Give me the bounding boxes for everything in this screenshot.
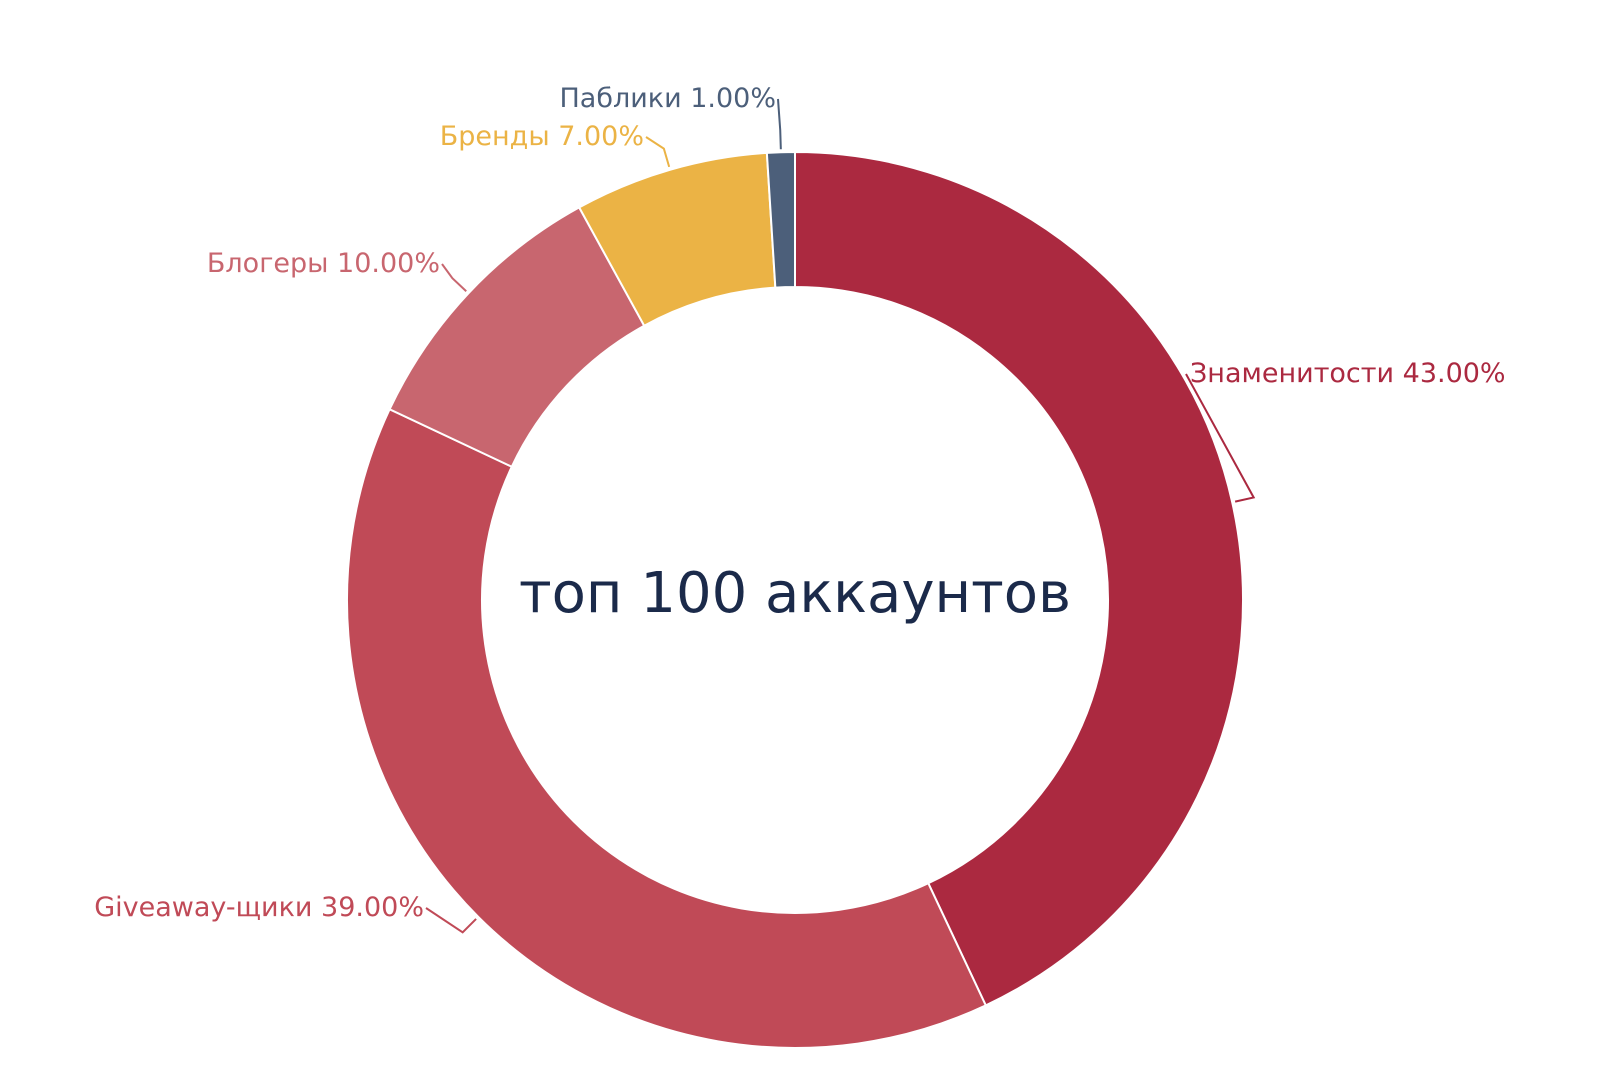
leader-line-giveaway-щики	[425, 907, 477, 934]
leader-line-паблики	[777, 98, 782, 150]
center-label: топ 100 аккаунтов	[519, 561, 1071, 626]
slice-паблики	[765, 150, 796, 289]
leader-line-блогеры	[441, 263, 467, 292]
slice-label-паблики: Паблики 1.00%	[559, 83, 776, 114]
slice-знаменитости	[794, 150, 1244, 1007]
leader-line-бренды	[645, 136, 671, 168]
slice-label-блогеры: Блогеры 10.00%	[207, 248, 440, 279]
slice-label-бренды: Бренды 7.00%	[440, 121, 644, 152]
slices-group	[346, 150, 1244, 1049]
leader-lines-group	[425, 98, 1256, 934]
slice-giveaway-щики	[346, 407, 988, 1049]
leader-line-знаменитости	[1185, 373, 1256, 503]
slice-label-giveaway-щики: Giveaway-щики 39.00%	[94, 892, 424, 923]
slice-label-знаменитости: Знаменитости 43.00%	[1190, 358, 1506, 389]
labels-group: Знаменитости 43.00% Giveaway-щики 39.00% Б…	[94, 83, 1505, 923]
